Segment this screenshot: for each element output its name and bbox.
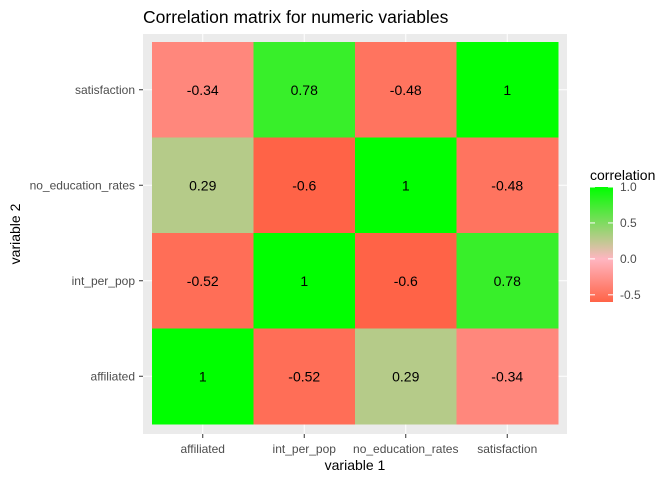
heatmap-cell	[253, 233, 356, 329]
y-tick-label: affiliated	[91, 369, 135, 383]
heatmap-cell	[456, 42, 559, 138]
cell-value-label: 0.29	[189, 177, 216, 193]
cell-value-label: -0.48	[390, 82, 422, 98]
heatmap-cell	[355, 137, 457, 234]
cell-labels: -0.34 0.78 -0.48 1 0.29 -0.6 1 -0.48 -0.52 1 -0.6 0…	[187, 82, 524, 385]
y-tick-label: int_per_pop	[72, 274, 136, 288]
x-tick-label: int_per_pop	[273, 442, 337, 456]
heatmap-cell	[456, 328, 559, 425]
x-tick-label: satisfaction	[477, 442, 537, 456]
x-axis: affiliated int_per_pop no_education_rates s…	[181, 434, 537, 456]
heatmap-cell	[152, 328, 254, 425]
heatmap-cell	[253, 137, 356, 234]
y-tick-label: satisfaction	[75, 83, 135, 97]
x-tick-label: affiliated	[181, 442, 225, 456]
heatmap-cell	[355, 42, 457, 138]
legend-tick-label: 0.0	[620, 252, 637, 266]
cell-value-label: 0.78	[291, 82, 318, 98]
heatmap-cell	[152, 137, 254, 234]
cell-value-label: 1	[402, 177, 410, 193]
legend-tick-label: 1.0	[620, 180, 637, 194]
cell-value-label: -0.52	[288, 368, 320, 384]
y-axis-title: variable 2	[7, 203, 23, 264]
cell-value-label: 0.78	[494, 273, 521, 289]
heatmap-cell	[253, 328, 356, 425]
cell-value-label: -0.34	[187, 82, 219, 98]
heatmap-cell	[355, 328, 457, 425]
chart-title: Correlation matrix for numeric variables	[143, 7, 449, 27]
cell-value-label: -0.52	[187, 273, 219, 289]
cell-value-label: 1	[300, 273, 308, 289]
cell-value-label: -0.34	[491, 368, 523, 384]
color-legend: correlation 1.0 0.5 0.0 -0.5	[590, 167, 655, 302]
y-tick-label: no_education_rates	[30, 178, 135, 192]
y-axis: affiliated int_per_pop no_education_rates s…	[30, 83, 143, 383]
legend-colorbar	[590, 187, 613, 302]
cell-value-label: -0.48	[491, 177, 523, 193]
cell-value-label: 0.29	[392, 368, 419, 384]
legend-tick-label: -0.5	[620, 288, 641, 302]
heatmap-cell	[152, 233, 254, 329]
legend-title: correlation	[590, 167, 655, 183]
heatmap-cell	[355, 233, 457, 329]
cell-value-label: 1	[503, 82, 511, 98]
legend-tick-label: 0.5	[620, 216, 637, 230]
heatmap-cells	[152, 42, 559, 425]
cell-value-label: -0.6	[394, 273, 418, 289]
heatmap-cell	[456, 233, 559, 329]
cell-value-label: -0.6	[292, 177, 316, 193]
x-axis-title: variable 1	[325, 457, 386, 473]
heatmap-cell	[456, 137, 559, 234]
heatmap-cell	[152, 42, 254, 138]
cell-value-label: 1	[199, 368, 207, 384]
x-tick-label: no_education_rates	[353, 442, 458, 456]
heatmap-cell	[253, 42, 356, 138]
